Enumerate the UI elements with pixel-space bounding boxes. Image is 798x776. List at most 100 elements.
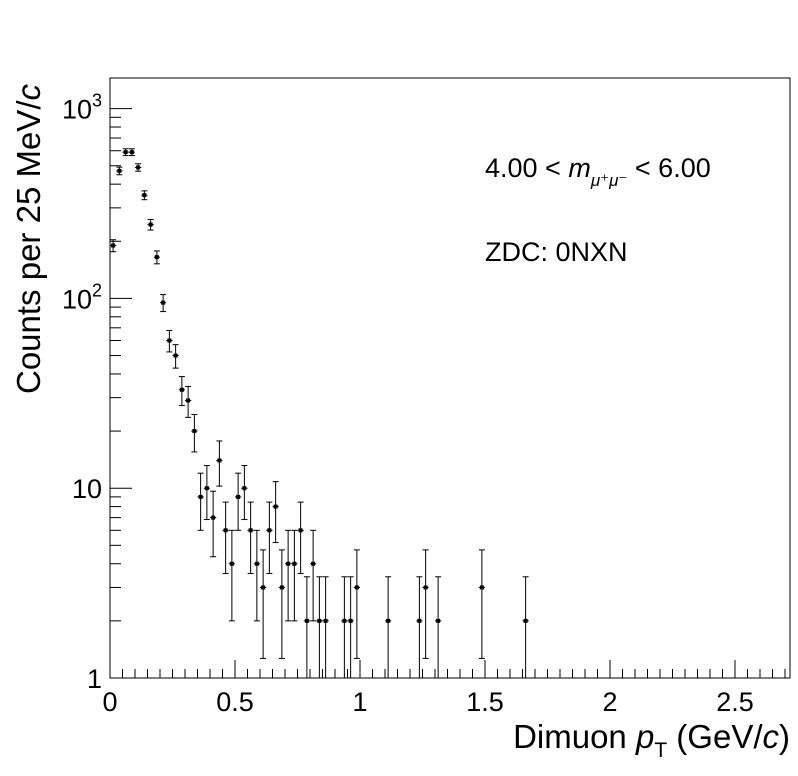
frame [109,77,791,679]
data-point [253,529,260,622]
data-point [353,549,360,659]
data-point [247,501,254,575]
data-point [153,250,160,265]
data-points [110,148,529,678]
marker [292,561,297,566]
data-point [291,529,298,622]
x-tick-label: 1 [352,687,367,717]
x-tick-label: 2 [602,687,617,717]
y-tick-label: 10 [72,474,102,504]
data-point [147,218,154,231]
data-point [197,472,204,531]
zdc-annotation: ZDC: 0NXN [485,237,628,267]
marker [479,585,484,590]
marker [248,528,253,533]
marker [123,150,128,155]
marker [117,168,122,173]
data-point [285,529,292,622]
marker [286,561,291,566]
marker [386,618,391,623]
y-tick-label: 103 [62,91,102,125]
data-point [110,239,117,253]
data-point [272,481,279,544]
marker [167,338,172,343]
marker [342,618,347,623]
marker [236,494,241,499]
axis-ticks [109,108,786,679]
data-point [322,576,329,678]
marker [179,387,184,392]
marker [348,618,353,623]
data-point [172,344,179,369]
marker [111,243,116,248]
data-point [347,576,354,678]
data-point [522,576,529,678]
marker [211,515,216,520]
data-point [116,166,123,176]
data-point [435,576,442,678]
mass-range-annotation: 4.00 < mμ⁺μ⁻ < 6.00 [485,153,711,190]
data-point [216,440,223,487]
marker [223,528,228,533]
marker [242,486,247,491]
marker [423,585,428,590]
data-point [260,549,267,659]
data-point [185,385,192,418]
marker [436,618,441,623]
data-point [385,576,392,678]
data-point [241,465,248,521]
marker [311,561,316,566]
data-point [297,501,304,575]
data-point [122,148,129,157]
marker [161,300,166,305]
x-tick-label: 1.5 [466,687,504,717]
marker [204,486,209,491]
data-point [341,576,348,678]
data-point [222,501,229,575]
marker [523,618,528,623]
marker [354,585,359,590]
marker [261,585,266,590]
x-tick-label: 0.5 [216,687,254,717]
marker [136,165,141,170]
marker [173,353,178,358]
data-point [416,576,423,678]
marker [323,618,328,623]
marker [273,504,278,509]
data-point [310,529,317,622]
marker [279,585,284,590]
data-point [141,190,148,201]
y-axis-label: Counts per 25 MeV/c [10,84,47,395]
data-point [135,163,142,172]
data-point [160,294,167,313]
marker [198,494,203,499]
y-tick-label: 1 [87,664,102,694]
marker [267,528,272,533]
data-point [278,549,285,659]
data-point [191,413,198,453]
data-point [316,576,323,678]
data-point [266,501,273,575]
marker [298,528,303,533]
marker [148,222,153,227]
data-point [228,529,235,622]
data-point [210,490,217,558]
y-tick-label: 102 [62,280,102,314]
marker [142,193,147,198]
marker [317,618,322,623]
data-point [166,330,173,353]
marker [192,429,197,434]
x-tick-label: 2.5 [716,687,754,717]
tick-labels: 0 0.5 1 1.5 2 2.5 1 10 102 103 [62,91,754,717]
data-point [203,465,210,521]
marker [186,398,191,403]
marker [154,255,159,260]
marker [417,618,422,623]
marker [217,458,222,463]
marker [129,150,134,155]
data-point [128,148,135,157]
marker [229,561,234,566]
marker [304,618,309,623]
